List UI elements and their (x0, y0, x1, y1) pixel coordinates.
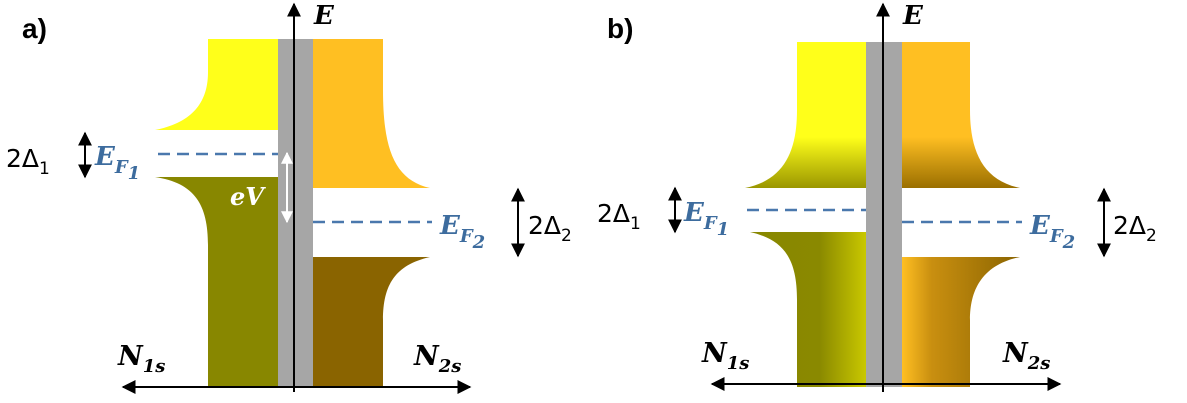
fermi-left-label: EF1 (94, 142, 140, 184)
right-filled-states (902, 257, 1020, 387)
dos-right-label: N2s (413, 341, 461, 377)
right-empty-states (313, 39, 430, 188)
tunnel-barrier (278, 39, 313, 387)
fermi-left-label: EF1 (683, 198, 729, 240)
dos-left-label: N1s (117, 341, 165, 377)
right-filled-states (313, 257, 430, 387)
bias-label: eV (230, 182, 266, 211)
gap-right-label: 2Δ2 (528, 211, 572, 246)
dos-left-label: N1s (701, 338, 749, 374)
gap-right-label: 2Δ2 (1113, 211, 1157, 246)
panel-b: b) E N1s N2s EF1 EF2 2Δ1 2Δ2 (597, 1, 1157, 392)
left-filled-states (750, 232, 866, 387)
energy-axis-label: E (313, 1, 335, 31)
left-filled-states (155, 177, 278, 387)
gap-left-label: 2Δ1 (597, 199, 641, 234)
panel-a: a) E N1s N2s EF1 EF2 2Δ1 2Δ2 eV (6, 1, 572, 394)
fermi-right-label: EF2 (1029, 211, 1075, 253)
left-empty-states (745, 42, 866, 188)
gap-left-label: 2Δ1 (6, 144, 50, 179)
panel-label: b) (607, 13, 633, 44)
right-empty-states (902, 42, 1020, 188)
energy-axis-label: E (902, 1, 924, 31)
fermi-right-label: EF2 (439, 211, 485, 253)
left-empty-states (155, 39, 278, 130)
panel-label: a) (22, 13, 47, 44)
dos-right-label: N2s (1002, 338, 1050, 374)
